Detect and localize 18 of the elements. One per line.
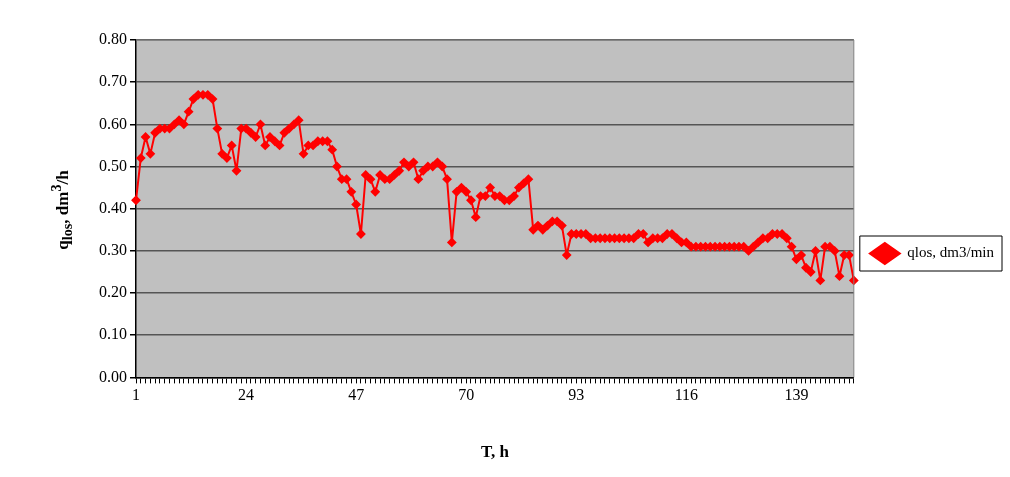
- x-tick-label: 116: [674, 386, 699, 404]
- y-tick-label: 0.10: [99, 325, 127, 343]
- legend-label: qlos, dm3/min: [907, 244, 995, 261]
- x-tick-label: 70: [458, 386, 475, 404]
- x-axis-title: T, h: [480, 442, 510, 462]
- y-tick-label: 0.70: [99, 72, 127, 90]
- x-tick-label: 93: [568, 386, 585, 404]
- y-tick-label: 0.30: [99, 241, 127, 259]
- x-tick-label: 1: [132, 386, 140, 404]
- y-tick-label: 0.00: [99, 367, 127, 385]
- x-tick-label: 139: [784, 386, 809, 404]
- x-tick-label: 24: [238, 386, 255, 404]
- y-tick-label: 0.20: [99, 283, 127, 301]
- y-tick-label: 0.50: [99, 156, 127, 174]
- y-tick-label: 0.60: [99, 114, 127, 132]
- x-tick-label: 47: [348, 386, 365, 404]
- y-tick-label: 0.80: [99, 30, 127, 48]
- y-tick-label: 0.40: [99, 198, 127, 216]
